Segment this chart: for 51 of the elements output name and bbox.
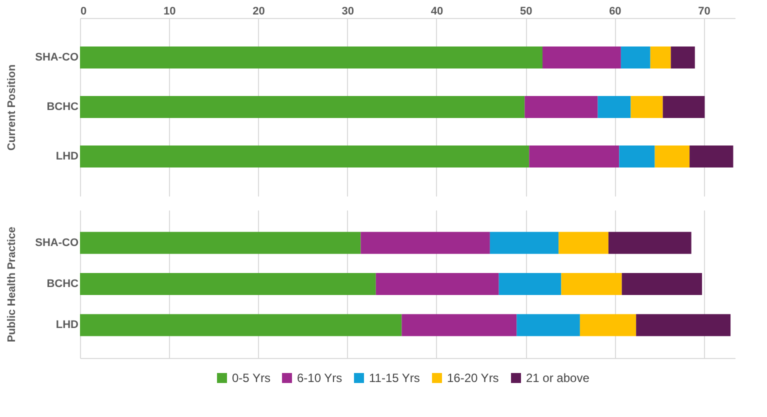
bar [542,46,621,69]
bar [80,273,376,295]
bar [620,46,650,69]
x-tick-label: 60 [609,6,622,18]
bar [524,96,598,118]
legend-label: 11-15 Yrs [369,371,420,385]
bar [80,145,530,168]
y-tick-label: LHD [56,319,79,332]
bar [654,145,690,168]
x-tick-label: 70 [698,6,710,18]
legend-label: 21 or above [526,371,590,385]
bar [498,273,562,295]
bar [80,46,543,69]
legend-label: 0-5 Yrs [232,371,270,385]
y-tick-label: BCHC [46,101,79,113]
x-tick-label: 30 [342,6,354,18]
y-tick-label: SHA-CO [35,52,79,64]
bar [630,96,663,118]
bar [608,232,692,254]
bar [80,232,361,254]
x-tick-label: 50 [520,6,532,18]
bar [598,96,631,118]
y-axis-title: Public Health Practice [6,226,18,342]
legend-label: 6-10 Yrs [297,371,342,385]
bar [376,273,499,295]
bar [690,145,734,168]
bar [636,314,731,336]
y-tick-label: BCHC [46,278,79,290]
bar [580,314,636,336]
x-tick-label: 10 [163,6,176,18]
y-axis-title: Current Position [6,64,18,151]
bar [670,46,695,69]
x-tick-label: 0 [80,6,87,18]
y-tick-label: LHD [56,150,79,162]
bar [558,232,608,254]
bar [516,314,580,336]
bar [622,273,702,295]
x-tick-label: 20 [252,6,265,18]
bar [490,232,559,254]
bar [529,145,620,168]
bar [662,96,705,118]
legend-label: 16-20 Yrs [447,371,499,385]
x-tick-label: 40 [430,6,444,18]
bar [619,145,655,168]
bar [650,46,671,69]
bar [402,314,517,336]
bar [360,232,490,254]
y-tick-label: SHA-CO [35,236,79,249]
bar [561,273,622,295]
bar [80,96,525,118]
bar [80,314,402,336]
